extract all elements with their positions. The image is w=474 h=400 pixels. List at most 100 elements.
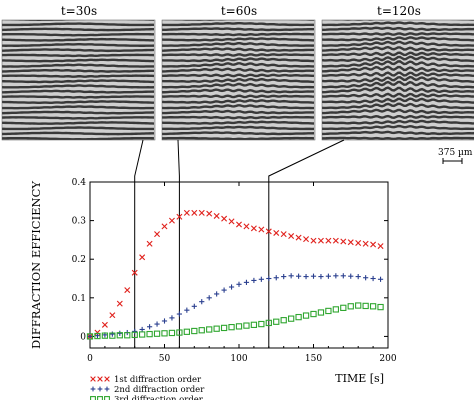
data-point <box>347 239 354 246</box>
data-point <box>87 333 93 340</box>
legend-entry: 1st diffraction order <box>90 375 202 385</box>
scale-bar-label: 375 µm <box>438 148 473 158</box>
data-point <box>288 273 294 279</box>
data-point <box>124 332 131 339</box>
data-point <box>250 225 257 232</box>
data-point <box>348 273 354 279</box>
data-point <box>184 307 190 313</box>
data-point <box>139 254 146 261</box>
series-3 <box>86 302 384 340</box>
data-point <box>273 229 280 236</box>
data-point <box>303 236 310 243</box>
data-point <box>310 273 317 279</box>
legend-marker <box>90 386 96 392</box>
data-point <box>199 299 205 305</box>
legend-label: 2nd diffraction order <box>114 385 205 395</box>
legend-entry: 3rd diffraction order <box>90 395 204 400</box>
data-point <box>377 276 384 282</box>
data-point <box>243 223 250 230</box>
data-point <box>206 210 213 217</box>
data-point <box>198 209 205 216</box>
data-point <box>146 240 153 247</box>
data-point <box>317 237 324 244</box>
data-point <box>370 275 376 282</box>
interferogram-image <box>162 20 315 140</box>
data-point <box>332 306 339 313</box>
legend-marker <box>97 396 103 400</box>
data-point <box>176 329 183 336</box>
data-point <box>131 269 138 276</box>
data-point <box>168 217 175 224</box>
data-point <box>191 303 197 309</box>
series-1 <box>87 209 384 340</box>
data-point <box>94 332 101 340</box>
interferogram-image <box>322 20 474 140</box>
data-point <box>333 273 339 279</box>
data-point <box>154 231 161 238</box>
data-point <box>124 287 131 294</box>
data-point <box>228 324 235 331</box>
panel-label-t60: t=60s <box>221 4 257 18</box>
data-point <box>369 303 377 310</box>
data-point <box>250 321 258 328</box>
data-point <box>176 311 182 317</box>
data-point <box>176 213 183 220</box>
data-point <box>325 307 332 315</box>
legend-label: 1st diffraction order <box>114 375 202 385</box>
data-point <box>139 331 146 338</box>
data-point <box>116 300 123 307</box>
data-point <box>236 221 242 228</box>
data-point <box>266 275 272 282</box>
data-point <box>86 333 94 340</box>
y-tick-label: 0.3 <box>72 217 87 227</box>
data-point <box>161 318 168 324</box>
data-point <box>243 279 250 285</box>
data-point <box>287 315 295 322</box>
data-point <box>251 277 257 284</box>
data-point <box>221 287 227 293</box>
data-point <box>147 324 153 330</box>
data-point <box>117 330 123 336</box>
x-tick-label: 100 <box>230 354 247 364</box>
data-point <box>340 304 347 312</box>
x-tick-label: 200 <box>379 354 396 364</box>
data-point <box>109 312 116 319</box>
legend-marker <box>97 376 103 382</box>
data-point <box>310 237 317 244</box>
data-point <box>109 331 115 337</box>
data-point <box>325 237 332 244</box>
data-point <box>265 319 272 327</box>
data-point <box>377 243 384 250</box>
data-point <box>109 332 116 339</box>
x-tick-label: 0 <box>87 354 93 364</box>
data-point <box>280 231 287 238</box>
data-point <box>362 240 369 247</box>
series-2 <box>87 273 384 340</box>
data-point <box>355 240 362 246</box>
data-point <box>220 324 228 332</box>
data-point <box>235 323 243 330</box>
data-point <box>116 332 123 339</box>
data-point <box>347 303 354 310</box>
data-point <box>281 273 287 280</box>
data-point <box>168 329 176 337</box>
connector-line <box>268 139 345 182</box>
data-point <box>101 321 108 328</box>
data-point <box>288 233 295 240</box>
data-point <box>198 327 205 334</box>
data-point <box>363 275 369 281</box>
legend-marker <box>104 376 110 382</box>
connector-line <box>177 139 180 182</box>
data-point <box>258 320 265 328</box>
data-point <box>318 273 324 280</box>
x-tick-label: 150 <box>305 354 322 364</box>
data-point <box>295 234 302 241</box>
legend-marker <box>104 396 110 400</box>
data-point <box>273 318 280 325</box>
panel-label-t120: t=120s <box>377 4 421 18</box>
data-point <box>139 326 145 333</box>
legend-marker <box>97 386 103 392</box>
data-point <box>101 332 109 339</box>
